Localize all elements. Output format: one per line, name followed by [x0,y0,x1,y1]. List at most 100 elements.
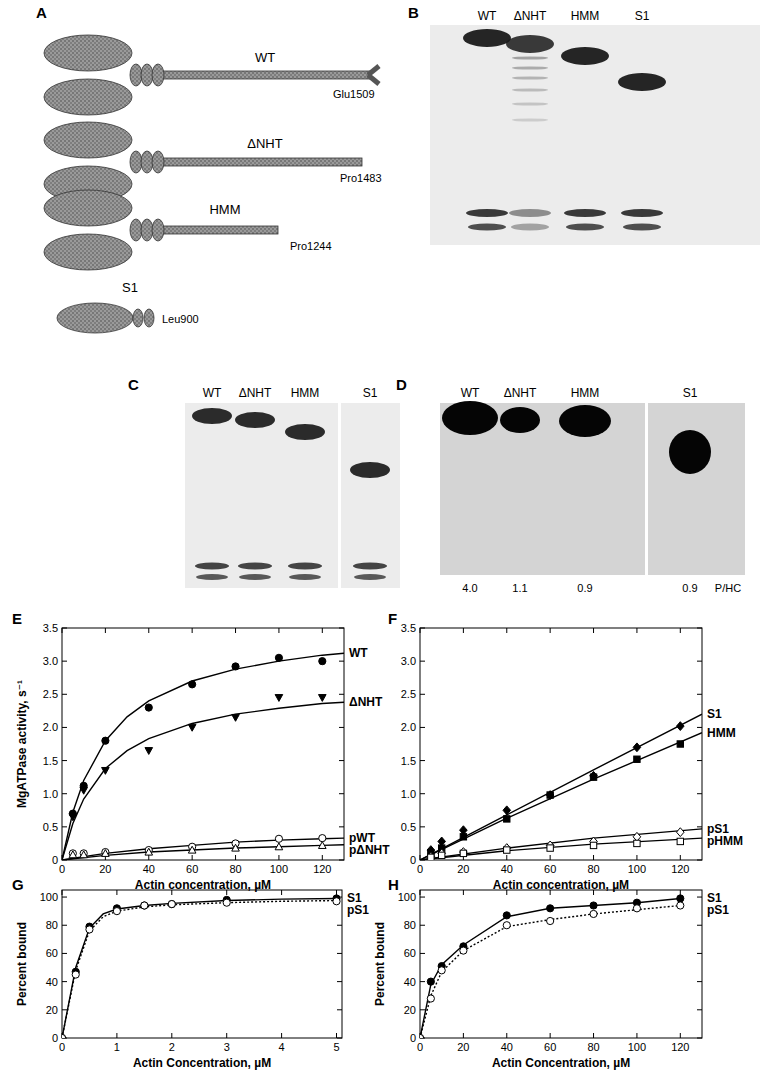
marker [428,854,434,860]
x-tick [680,1033,681,1038]
x-tick-label: 5 [333,1041,339,1053]
x-tick-label: 40 [143,863,155,875]
marker [86,926,93,933]
y-tick-label: 1.5 [43,755,58,767]
blob [500,407,540,433]
y-tick-right [337,953,342,954]
y-tick [420,793,425,794]
construct: HMMPro1244 [44,190,332,270]
y-tick-right [339,727,344,728]
marker [504,816,510,822]
marker [590,910,597,917]
band [512,56,548,59]
y-tick-label: 2.0 [43,721,58,733]
band [353,563,387,570]
x-tick-top [148,628,149,633]
x-tick-label: 3 [224,1041,230,1053]
marker [547,792,553,798]
band [561,47,609,65]
y-tick-label: 40 [404,976,416,988]
y-tick [62,793,67,794]
lane-label: WT [203,386,222,400]
x-tick-top [226,890,227,895]
y-tick [62,628,67,629]
y-tick-right [697,1038,702,1039]
y-tick-label: 80 [46,919,58,931]
marker [102,848,109,855]
y-tick-right [697,925,702,926]
x-tick-label: 4 [279,1041,285,1053]
x-tick-label: 2 [169,1041,175,1053]
band [618,73,666,91]
x-tick-top [636,628,637,633]
marker [546,791,554,800]
y-tick-right [697,661,702,662]
series-label: S1 [707,707,722,721]
band [289,574,321,580]
x-tick-label: 80 [587,863,599,875]
construct-name: WT [255,50,275,65]
y-tick-label: 0.5 [43,821,58,833]
marker [80,850,87,857]
y-tick-right [337,1038,342,1039]
y-tick-right [697,860,702,861]
y-tick [420,628,425,629]
plot-frame [62,890,342,1038]
marker [113,908,120,915]
y-tick-label: 1.0 [43,788,58,800]
x-tick-top [636,890,637,895]
marker [275,654,282,661]
y-tick-label: 0 [52,854,58,866]
fit-line [62,653,344,860]
fit-line [62,838,344,860]
head [44,122,132,158]
y-tick [62,661,67,662]
marker [80,787,88,794]
fit-line [62,901,337,1038]
construct-end: Leu900 [162,313,199,325]
x-tick-label: 0 [59,1041,65,1053]
y-tick-right [339,860,344,861]
lane-label: HMM [571,386,600,400]
ratio: 1.1 [512,582,527,594]
x-tick-label: 60 [186,863,198,875]
plot-data [420,714,702,860]
x-tick-label: 100 [628,1041,646,1053]
marker [590,771,598,780]
marker [69,850,76,857]
band [512,102,548,105]
fit-line [420,714,702,860]
series-label: ΔNHT [349,695,383,709]
plot-data [420,895,684,1038]
band [238,563,272,570]
x-tick-top [62,890,63,895]
gel-c: WTΔNHTHMMS1 [185,386,400,588]
y-tick-label: 2.0 [401,721,416,733]
marker [69,814,77,821]
lane-label: ΔNHT [514,9,547,23]
marker [503,806,511,815]
x-tick-top [336,890,337,895]
head [44,234,132,270]
marker [590,842,596,848]
x-tick-label: 40 [501,1041,513,1053]
y-tick-label: 3.5 [43,622,58,634]
light-chain [141,64,153,86]
y-tick [420,925,425,926]
plot-data [62,653,344,860]
band [466,209,508,217]
x-tick-top [506,890,507,895]
construct-name: S1 [122,280,138,295]
marker [232,844,240,851]
y-tick-right [697,826,702,827]
x-tick [593,855,594,860]
y-tick-label: 80 [404,919,416,931]
x-tick-label: 40 [501,863,513,875]
marker [168,900,175,907]
band [285,424,325,440]
lane-label: HMM [291,386,320,400]
construct-end: Pro1244 [290,240,332,252]
x-tick-label: 120 [313,863,331,875]
x-tick-top [105,628,106,633]
lane-label: ΔNHT [504,386,537,400]
